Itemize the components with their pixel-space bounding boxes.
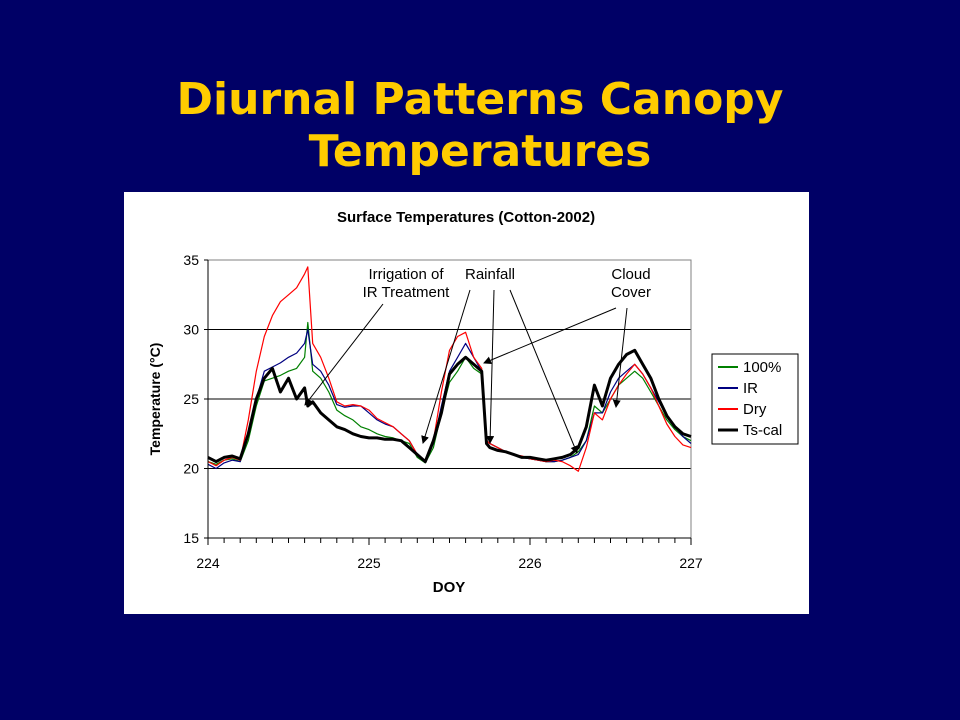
annotation-text: Rainfall — [465, 266, 515, 283]
temperature-line-chart: Surface Temperatures (Cotton-2002) Irrig… — [147, 209, 799, 596]
annotation-arrow — [421, 289, 471, 444]
x-tick-label: 227 — [679, 555, 703, 571]
slide-title-line-2: Temperatures — [308, 126, 652, 177]
series-line-ts-cal — [207, 348, 692, 464]
series-line-ir — [207, 328, 692, 470]
legend: 100% IR Dry Ts-cal — [711, 353, 799, 445]
chart-title: Surface Temperatures (Cotton-2002) — [337, 209, 595, 226]
x-tick-label: 226 — [518, 555, 542, 571]
series-lines — [207, 266, 692, 472]
annotation-text: IR Treatment — [363, 284, 451, 301]
legend-label: IR — [743, 380, 758, 397]
y-tick-label: 20 — [183, 461, 199, 477]
chart-panel: Surface Temperatures (Cotton-2002) Irrig… — [124, 192, 809, 614]
legend-label: 100% — [743, 359, 781, 376]
annotation-arrow — [509, 289, 579, 454]
annotation-text: Irrigation of — [368, 266, 444, 283]
annotation-text: Cover — [611, 284, 651, 301]
x-axis-label: DOY — [433, 579, 466, 596]
slide-title-line-1: Diurnal Patterns Canopy — [176, 74, 784, 125]
annotation-text: Cloud — [611, 266, 650, 283]
slide-title: Diurnal Patterns Canopy Temperatures — [0, 74, 960, 178]
legend-label: Ts-cal — [743, 422, 782, 439]
y-tick-label: 35 — [183, 252, 199, 268]
y-tick-label: 15 — [183, 530, 199, 546]
y-axis-label: Temperature (°C) — [147, 343, 163, 456]
annotation-arrow — [612, 307, 628, 408]
y-tick-label: 30 — [183, 322, 199, 338]
series-line-dry — [207, 266, 692, 472]
annotation-arrow — [483, 307, 617, 364]
legend-label: Dry — [743, 401, 767, 418]
annotation-arrow — [486, 289, 495, 444]
annotation-arrow — [304, 303, 384, 406]
series-line-100- — [207, 321, 692, 465]
x-tick-label: 224 — [196, 555, 220, 571]
y-tick-label: 25 — [183, 391, 199, 407]
x-tick-label: 225 — [357, 555, 381, 571]
axes: 15 20 25 30 35 224 225 226 227 — [183, 252, 702, 571]
